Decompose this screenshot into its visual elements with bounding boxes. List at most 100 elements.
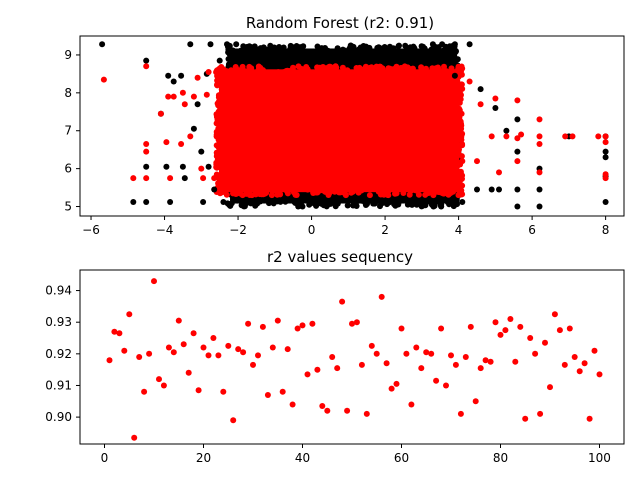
rf-predicted-point bbox=[130, 175, 137, 182]
rf-dense-point bbox=[448, 65, 455, 72]
rf-dense-point bbox=[435, 198, 442, 205]
rf-dense-point bbox=[218, 157, 225, 164]
rf-actual-point bbox=[602, 154, 609, 161]
r2-point bbox=[378, 293, 385, 300]
rf-predicted-point bbox=[198, 165, 205, 172]
rf-dense-point bbox=[252, 187, 259, 194]
r2-x-tick-label: 60 bbox=[394, 451, 409, 465]
rf-dense-point bbox=[266, 200, 272, 207]
rf-dense-point bbox=[408, 187, 415, 194]
rf-x-axis: −6 −4 −2 0 2 4 6 8 bbox=[82, 216, 609, 237]
rf-dense-point bbox=[225, 49, 232, 56]
rf-predicted-point bbox=[602, 133, 609, 140]
rf-actual-point bbox=[143, 199, 150, 205]
r2-panel: r2 values sequency 0 20 40 60 80 100 0.90 0.91… bbox=[45, 248, 625, 465]
r2-point bbox=[561, 361, 568, 368]
rf-dense-point bbox=[457, 135, 464, 142]
rf-actual-point bbox=[496, 186, 502, 193]
rf-predicted-core bbox=[219, 69, 460, 193]
rf-actual-point bbox=[143, 163, 150, 170]
rf-dense-point bbox=[305, 68, 312, 75]
rf-dense-point bbox=[218, 91, 224, 98]
rf-dense-point bbox=[314, 43, 321, 50]
rf-dense-point bbox=[277, 191, 284, 198]
rf-predicted-point bbox=[477, 101, 484, 108]
rf-dense-point bbox=[366, 192, 373, 199]
rf-actual-point bbox=[143, 57, 150, 64]
r2-point bbox=[581, 360, 588, 367]
r2-point bbox=[547, 384, 553, 391]
rf-dense-point bbox=[371, 200, 378, 207]
rf-dense-point bbox=[418, 43, 425, 50]
r2-point bbox=[255, 352, 261, 359]
rf-actual-point bbox=[451, 41, 458, 48]
rf-predicted-point bbox=[602, 139, 609, 146]
r2-title: r2 values sequency bbox=[267, 248, 413, 266]
rf-x-tick-label: 8 bbox=[602, 223, 610, 237]
rf-dense-point bbox=[325, 192, 332, 198]
rf-dense-point bbox=[284, 190, 291, 197]
rf-dense-point bbox=[373, 63, 380, 70]
rf-dense-point bbox=[342, 192, 349, 199]
rf-dense-point bbox=[354, 198, 361, 205]
r2-point bbox=[492, 319, 499, 326]
rf-dense-point bbox=[344, 67, 351, 74]
r2-point bbox=[522, 415, 529, 422]
rf-predicted-point bbox=[214, 72, 221, 79]
rf-dense-point bbox=[445, 191, 452, 198]
rf-y-tick-label: 9 bbox=[64, 48, 72, 62]
rf-dense-point bbox=[384, 191, 391, 198]
r2-point bbox=[210, 335, 217, 341]
r2-point bbox=[517, 323, 524, 330]
rf-dense-point bbox=[350, 202, 357, 209]
rf-dense-point bbox=[390, 66, 397, 73]
rf-dense-point bbox=[356, 64, 363, 71]
rf-dense-point bbox=[358, 187, 365, 194]
rf-dense-point bbox=[272, 187, 279, 194]
rf-dense-layers bbox=[213, 42, 466, 210]
r2-y-tick-label: 0.90 bbox=[45, 410, 72, 424]
rf-actual-point bbox=[459, 199, 466, 205]
rf-dense-point bbox=[213, 133, 220, 140]
rf-actual-point bbox=[477, 86, 484, 93]
rf-dense-point bbox=[303, 64, 310, 70]
r2-point bbox=[309, 320, 316, 327]
rf-dense-point bbox=[392, 202, 399, 209]
rf-x-tick-label: −4 bbox=[156, 223, 174, 237]
rf-predicted-point bbox=[595, 133, 602, 140]
rf-dense-point bbox=[293, 192, 300, 198]
rf-dense-point bbox=[306, 201, 313, 208]
r2-x-tick-label: 20 bbox=[196, 451, 211, 465]
rf-dense-point bbox=[458, 153, 465, 160]
rf-predicted-point bbox=[170, 93, 177, 100]
rf-dense-point bbox=[457, 186, 464, 193]
rf-dense-point bbox=[280, 44, 287, 51]
rf-dense-point bbox=[242, 68, 249, 75]
rf-predicted-point bbox=[514, 97, 521, 104]
rf-dense-point bbox=[215, 180, 222, 187]
rf-predicted-point bbox=[514, 158, 521, 165]
rf-dense-point bbox=[280, 69, 287, 76]
r2-x-tick-label: 40 bbox=[295, 451, 310, 465]
r2-point bbox=[106, 357, 113, 364]
r2-point bbox=[353, 319, 360, 326]
rf-predicted-point bbox=[451, 169, 458, 176]
rf-dense-point bbox=[213, 164, 220, 171]
r2-point bbox=[136, 354, 143, 360]
rf-dense-point bbox=[381, 44, 388, 50]
rf-dense-point bbox=[458, 63, 465, 70]
rf-dense-point bbox=[240, 203, 247, 210]
rf-actual-point bbox=[224, 41, 230, 48]
rf-dense-point bbox=[385, 65, 392, 72]
rf-actual-point bbox=[198, 148, 205, 155]
r2-point bbox=[264, 392, 271, 398]
r2-point bbox=[344, 407, 351, 414]
rf-actual-point bbox=[181, 175, 188, 182]
r2-point bbox=[170, 349, 177, 356]
rf-dense-point bbox=[257, 45, 264, 52]
rf-dense-point bbox=[282, 198, 289, 205]
r2-points bbox=[106, 278, 603, 441]
r2-point bbox=[200, 344, 207, 351]
rf-actual-point bbox=[602, 199, 609, 205]
rf-dense-point bbox=[239, 63, 246, 70]
